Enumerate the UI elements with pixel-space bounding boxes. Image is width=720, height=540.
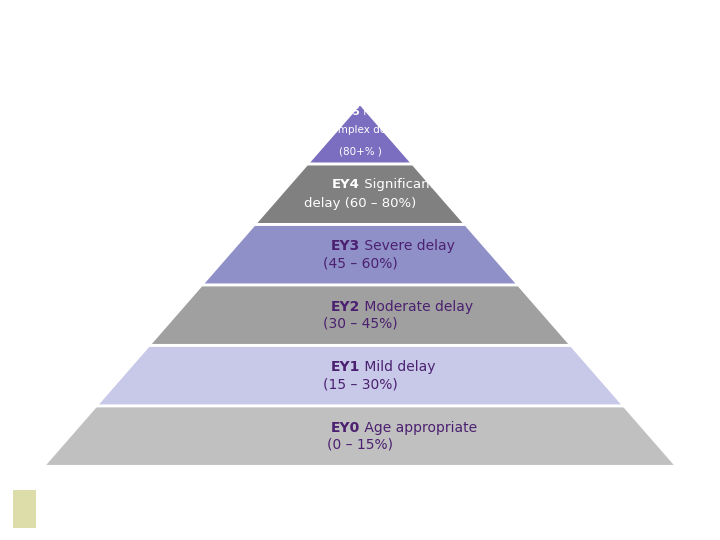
Polygon shape <box>43 406 677 467</box>
Text: Significant: Significant <box>360 178 435 191</box>
Text: EY0: EY0 <box>330 421 360 435</box>
Text: (80+% ): (80+% ) <box>338 146 382 156</box>
Text: Complex de…: Complex de… <box>324 125 396 135</box>
Text: EY3: EY3 <box>330 239 360 253</box>
Text: Age appropriate: Age appropriate <box>360 421 477 435</box>
Text: EY5: EY5 <box>338 107 360 117</box>
Polygon shape <box>149 285 571 346</box>
Text: (30 – 45%): (30 – 45%) <box>323 316 397 330</box>
Text: London Borough: London Borough <box>43 496 123 507</box>
Text: (15 – 30%): (15 – 30%) <box>323 377 397 391</box>
Polygon shape <box>202 224 518 285</box>
Text: EY2: EY2 <box>330 300 360 314</box>
Text: of Hounslow: of Hounslow <box>43 518 103 528</box>
Polygon shape <box>254 164 466 224</box>
Text: Banding thresholds: Banding thresholds <box>18 37 384 70</box>
Polygon shape <box>96 346 624 406</box>
Text: EY1: EY1 <box>330 360 360 374</box>
Text: (45 – 60%): (45 – 60%) <box>323 256 397 270</box>
Text: (0 – 15%): (0 – 15%) <box>327 437 393 451</box>
Text: Mild delay: Mild delay <box>360 360 436 374</box>
Polygon shape <box>307 103 413 164</box>
Text: delay (60 – 80%): delay (60 – 80%) <box>304 197 416 210</box>
Bar <box>13 490 36 528</box>
Text: Moderate delay: Moderate delay <box>360 300 473 314</box>
Text: Profound/: Profound/ <box>360 107 413 117</box>
Text: EY4: EY4 <box>332 178 360 191</box>
Text: Severe delay: Severe delay <box>360 239 455 253</box>
